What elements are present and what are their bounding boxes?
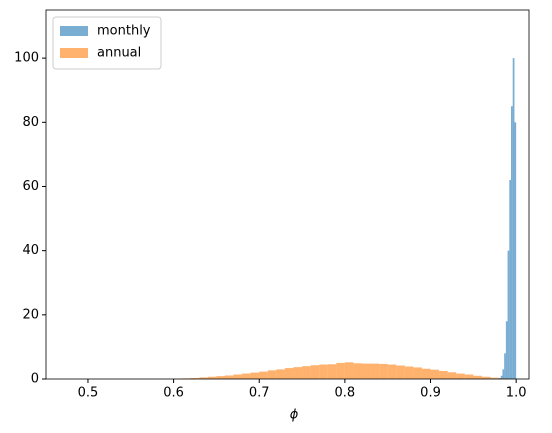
histogram-bar [387,364,397,379]
histogram-bar [514,122,517,379]
histogram-bar [250,372,260,379]
histogram-bar [456,373,465,379]
x-tick-label: 0.6 [163,386,184,401]
histogram-bar [310,365,320,379]
legend-label: monthly [97,24,151,39]
histogram-bar [507,250,510,379]
x-tick-label: 0.9 [420,386,441,401]
y-tick-label: 80 [22,115,39,130]
x-tick-label: 1.0 [506,386,527,401]
histogram-bar [267,370,277,379]
histogram-bar [336,362,345,379]
histogram-bar [396,365,405,379]
histogram-bar [190,378,200,379]
histogram-bar [319,364,328,379]
histogram-bar [362,363,371,379]
histogram-bar [439,370,448,379]
legend-swatch [60,48,88,58]
x-tick-label: 0.5 [78,386,99,401]
histogram-bar [511,106,513,380]
histogram-bar [284,368,294,379]
histogram-bar [344,362,354,379]
legend-swatch [60,26,88,36]
histogram-bar [353,363,363,379]
histogram-bar [302,366,311,379]
y-tick-label: 100 [14,51,39,66]
histogram-bar [464,374,474,379]
histogram-bar [500,375,503,379]
y-tick-label: 20 [22,307,39,322]
histogram-bar [379,363,388,379]
histogram-bar [490,377,500,379]
histogram-bar [505,321,508,379]
histogram-bar [504,353,506,379]
histogram-bar [404,366,414,379]
histogram-bar [216,376,225,379]
histogram-bar [199,377,208,379]
histogram-bar [207,376,217,379]
x-axis-label: ϕ [290,408,299,423]
histogram-bar [233,374,243,379]
histogram-bar [481,376,491,379]
x-tick-label: 0.8 [335,386,356,401]
histogram-bar [276,369,285,379]
histogram-bar [447,372,457,379]
histogram-bar [473,375,482,379]
legend-label: annual [97,46,141,61]
histogram-bar [259,371,268,379]
y-tick-label: 0 [31,372,39,387]
x-tick-label: 0.7 [249,386,270,401]
histogram-bar [430,369,440,379]
histogram-bar [327,364,337,379]
plot-frame [45,9,530,380]
histogram-bar [370,363,380,379]
histogram-bar [502,369,505,379]
y-tick-label: 40 [22,243,39,258]
y-tick-label: 60 [22,179,39,194]
histogram-bar [293,367,303,379]
histogram-bar [421,368,431,379]
histogram-bar [242,373,251,379]
histogram-bar [224,375,234,379]
histogram-bar [509,180,512,379]
histogram-bar [512,58,515,380]
histogram-bar [413,367,422,379]
